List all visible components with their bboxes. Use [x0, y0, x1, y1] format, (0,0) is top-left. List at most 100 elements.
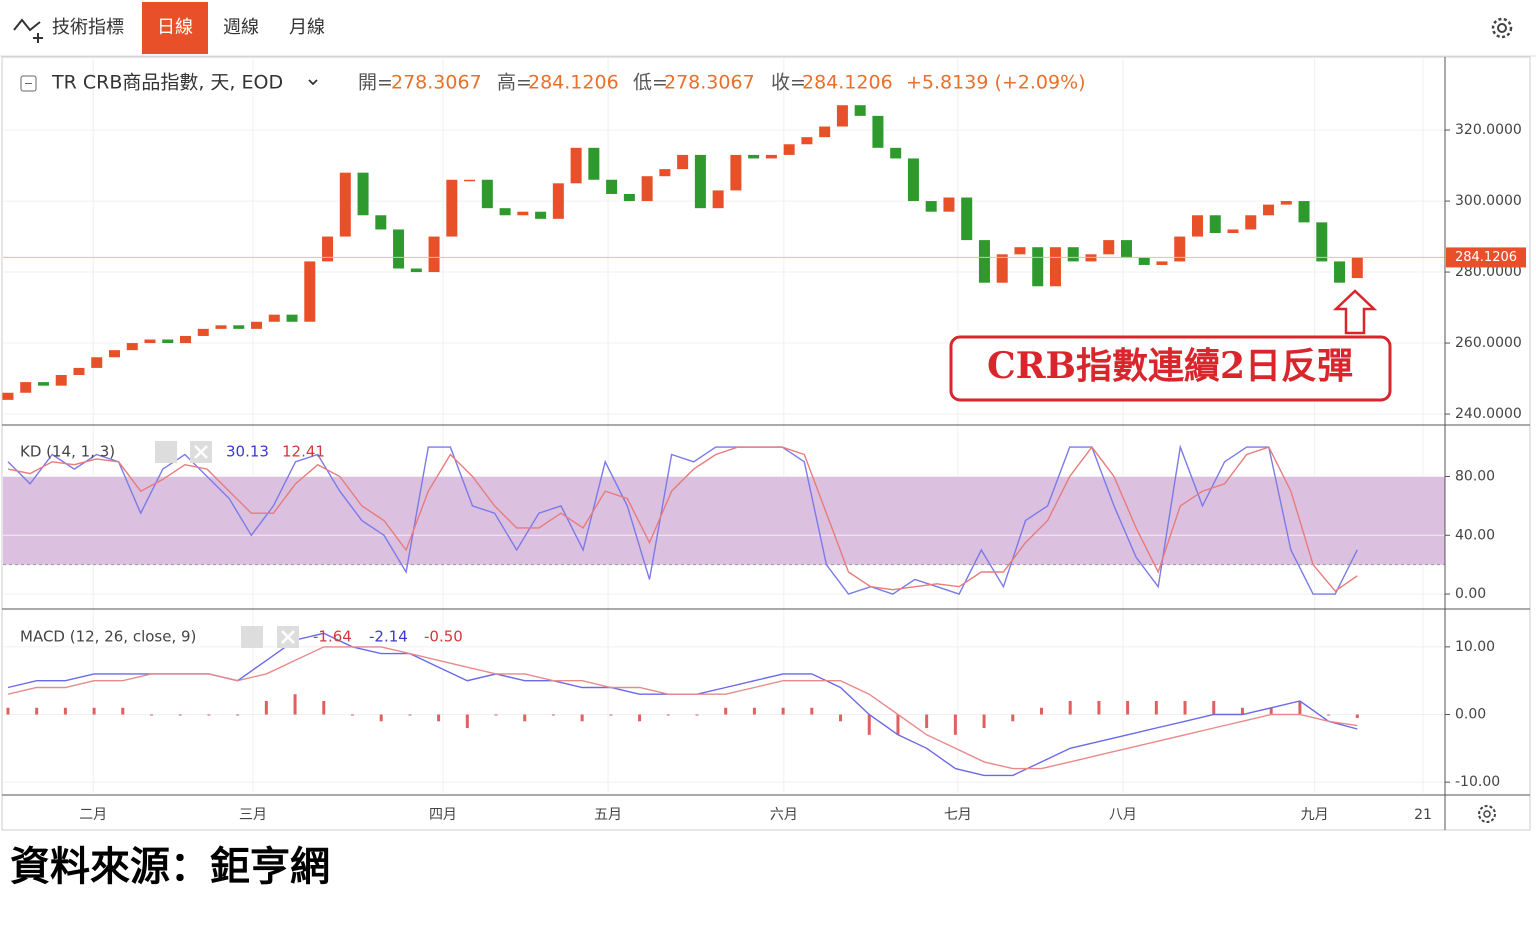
candle	[1280, 201, 1292, 205]
last-price-label: 284.1206	[1455, 250, 1517, 265]
ohlc-label: 開=	[358, 72, 393, 94]
candle	[1263, 204, 1275, 216]
histogram-bar	[207, 714, 211, 716]
histogram-bar	[494, 714, 498, 716]
indicator-icon[interactable]	[13, 18, 43, 43]
candle	[1192, 215, 1204, 237]
candle	[570, 147, 582, 184]
x-tick-label: 五月	[594, 807, 622, 823]
candle	[215, 325, 227, 329]
indicator-title[interactable]: MACD (12, 26, close, 9)	[20, 628, 196, 646]
axis-settings-icon[interactable]	[1478, 805, 1496, 823]
settings-button[interactable]	[241, 626, 263, 648]
indicator-title[interactable]: KD (14, 1, 3)	[20, 443, 115, 461]
tab[interactable]: 日線	[157, 17, 193, 38]
tab[interactable]: 週線	[223, 17, 259, 38]
candle	[197, 328, 209, 336]
candle	[1209, 215, 1221, 234]
candle	[180, 335, 192, 344]
histogram-bar	[1355, 714, 1359, 718]
candle	[783, 144, 795, 155]
y-tick-label: 10.00	[1455, 639, 1495, 655]
ohlc-label: 收=	[771, 72, 806, 94]
candle	[233, 325, 245, 329]
active-tab[interactable]	[142, 2, 208, 54]
histogram-bar	[925, 714, 929, 729]
candle	[37, 382, 49, 386]
histogram-bar	[1068, 700, 1072, 715]
settings-button[interactable]	[155, 441, 177, 463]
line	[7, 445, 1358, 593]
y-tick-label: 300.0000	[1455, 193, 1522, 209]
y-tick-label: 240.0000	[1455, 406, 1522, 422]
symbol-title[interactable]: TR CRB商品指數, 天, EOD	[51, 72, 283, 94]
candle	[144, 339, 156, 344]
annotation-arrow	[1332, 289, 1378, 335]
histogram-bar	[896, 714, 900, 735]
candle	[978, 240, 990, 283]
x-tick-label: 九月	[1301, 807, 1329, 823]
candle	[2, 392, 14, 400]
candle	[961, 197, 973, 241]
candle	[1103, 240, 1115, 255]
source: 資料來源：鉅亨網	[10, 843, 330, 890]
candle	[410, 268, 422, 273]
y-tick-label: 320.0000	[1455, 122, 1522, 138]
histogram-bar	[1269, 707, 1273, 715]
histogram-bar	[867, 714, 871, 735]
candle	[1138, 257, 1150, 265]
candle	[108, 350, 121, 358]
candle	[801, 137, 813, 145]
histogram-bar	[1240, 707, 1244, 715]
histogram-bar	[523, 714, 527, 722]
histogram-bar	[63, 707, 67, 715]
histogram-bar	[6, 707, 10, 715]
ohlc-label: 低=	[633, 72, 668, 94]
candle	[517, 211, 529, 216]
y-tick-label: 40.00	[1455, 527, 1495, 543]
collapse-icon[interactable]	[20, 75, 37, 92]
candle	[304, 261, 316, 322]
histogram-bar	[1154, 700, 1158, 715]
candle	[1316, 222, 1328, 262]
histogram-bar	[638, 714, 642, 722]
histogram-bar	[609, 714, 613, 716]
candle	[1245, 215, 1257, 230]
candle	[694, 154, 706, 209]
y-tick-label: 80.00	[1455, 468, 1495, 484]
ohlc-value: 284.1206	[528, 72, 619, 94]
settings-icon[interactable]	[1491, 17, 1513, 39]
x-tick-label: 八月	[1109, 807, 1137, 823]
x-tick-label: 六月	[770, 807, 798, 823]
histogram-bar	[1039, 707, 1043, 715]
candle	[659, 169, 671, 177]
histogram-value: -0.50	[424, 628, 463, 646]
histogram-bar	[1011, 714, 1015, 722]
line	[7, 646, 1358, 770]
ohlc-value: 278.3067	[391, 72, 482, 94]
dropdown-icon[interactable]	[308, 79, 318, 86]
close-icon	[281, 630, 295, 644]
candle	[1334, 261, 1346, 283]
candle	[588, 147, 600, 180]
candle	[836, 105, 848, 127]
close-icon	[194, 445, 208, 459]
x-tick-label: 三月	[239, 807, 267, 823]
k-value: 30.13	[226, 443, 269, 461]
candle	[641, 176, 653, 202]
candle	[712, 190, 724, 209]
candle	[854, 105, 866, 116]
candle	[1032, 247, 1044, 287]
candle	[943, 197, 955, 212]
indicators-button[interactable]: 技術指標	[52, 17, 124, 38]
histogram-bar	[293, 694, 297, 715]
histogram-bar	[695, 714, 699, 716]
tab[interactable]: 月線	[289, 17, 325, 38]
histogram-bar	[35, 707, 39, 715]
histogram-bar	[236, 714, 240, 716]
histogram-bar	[1183, 700, 1187, 715]
histogram-bar	[379, 714, 383, 722]
candle	[339, 172, 351, 237]
